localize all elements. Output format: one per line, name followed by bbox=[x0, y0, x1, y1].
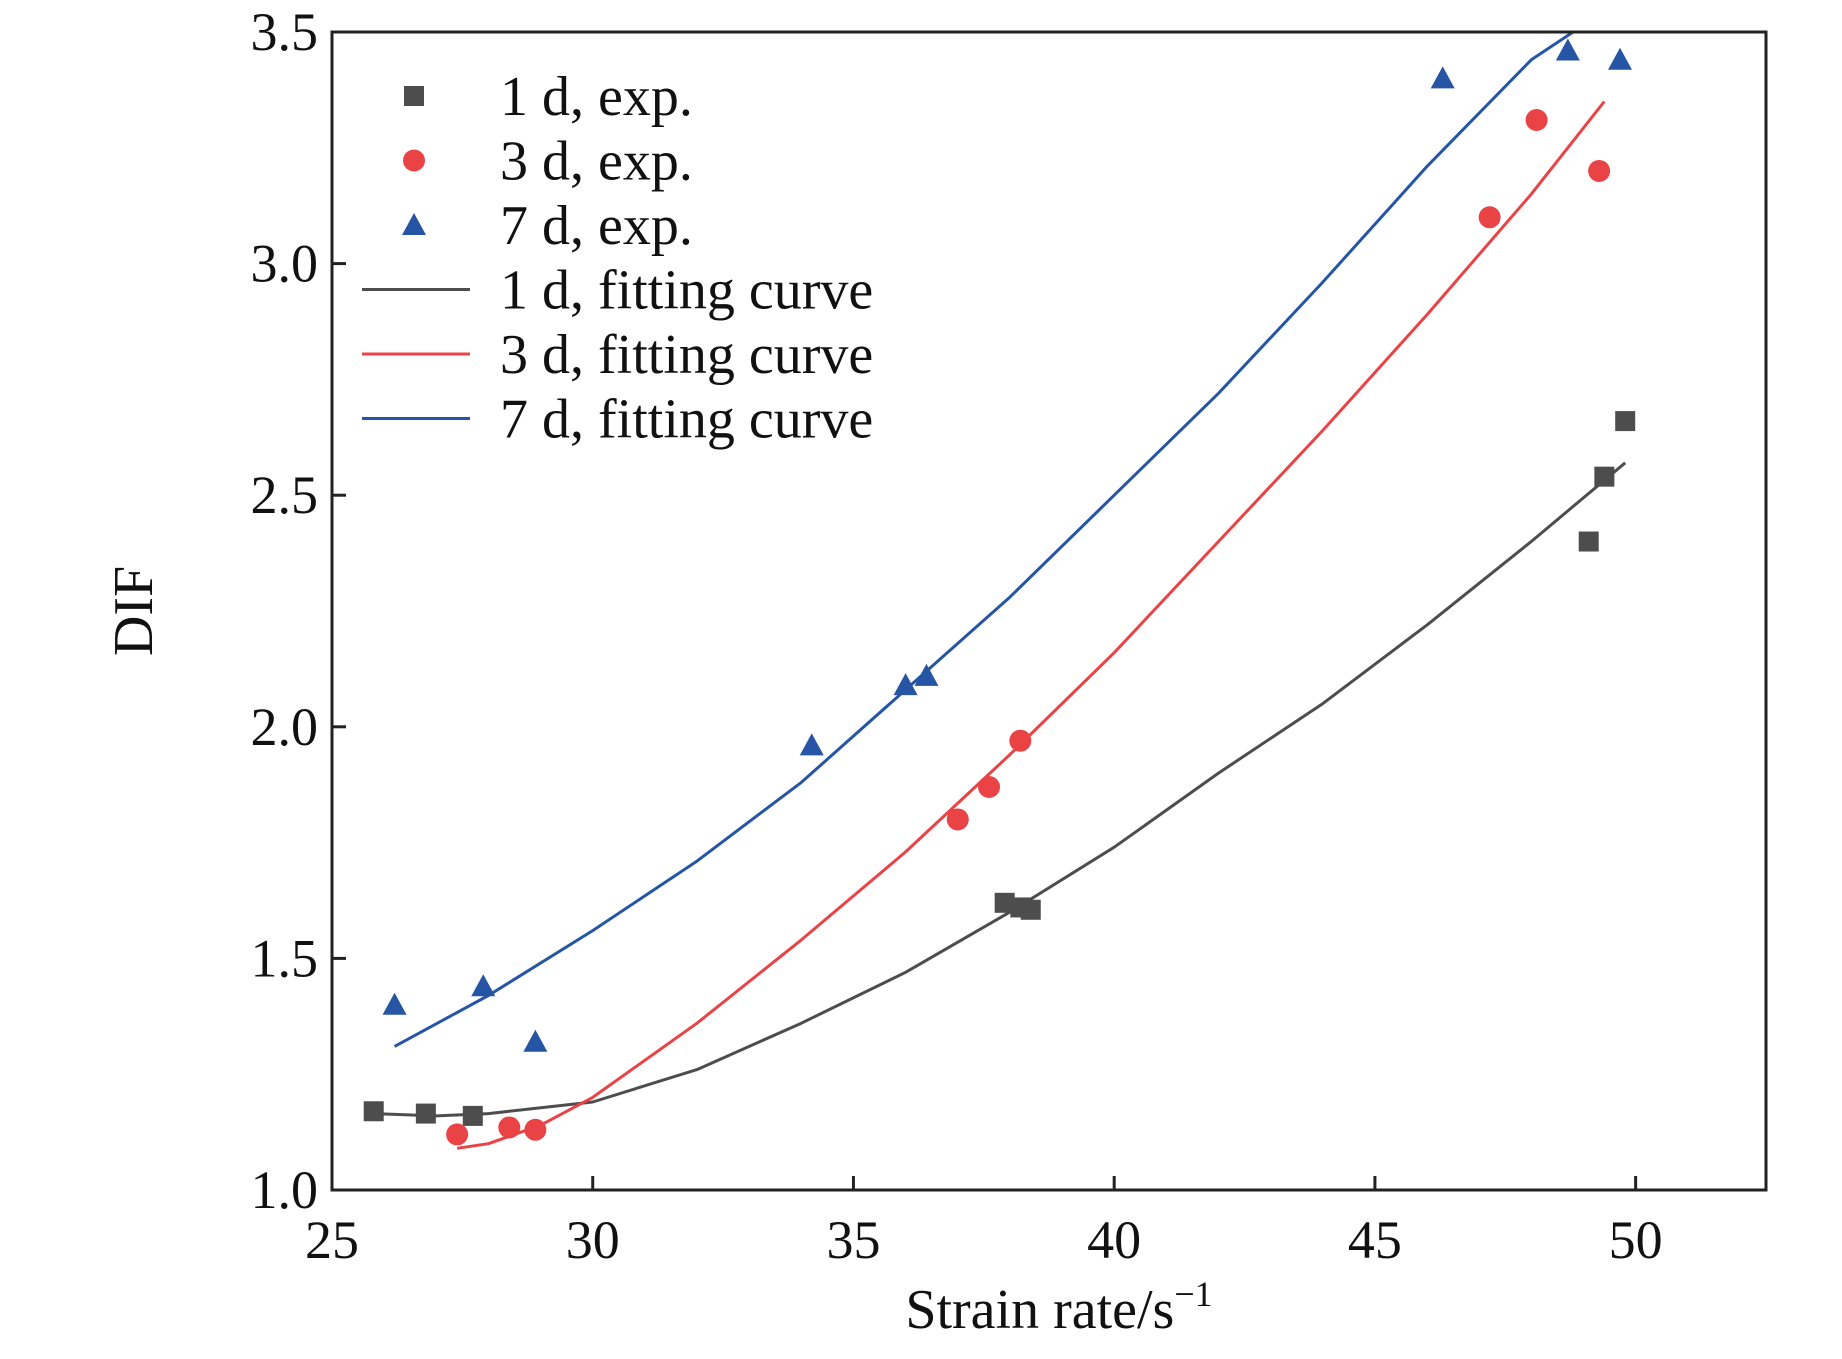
3-d-exp-point bbox=[1478, 206, 1501, 229]
3-d-exp-point bbox=[1009, 729, 1032, 752]
legend-item-1-d-exp: 1 d, exp. bbox=[404, 66, 693, 128]
y-tick-label: 2.5 bbox=[251, 465, 319, 525]
x-axis-title: Strain rate/s−1 bbox=[905, 1274, 1212, 1341]
legend-item-7-d-exp: 7 d, exp. bbox=[402, 195, 693, 257]
1-d-exp-point bbox=[415, 1103, 436, 1124]
legend-label: 3 d, fitting curve bbox=[500, 324, 873, 386]
y-tick-label: 3.0 bbox=[251, 234, 319, 294]
3-d-fitting-curve-line bbox=[456, 100, 1606, 1150]
3-d-exp-point bbox=[1588, 159, 1611, 182]
1-d-exp-series bbox=[363, 411, 1636, 1126]
1-d-exp-point bbox=[1020, 899, 1041, 920]
plot-area bbox=[363, 32, 1636, 1150]
1-d-exp-point bbox=[363, 1101, 384, 1122]
7-d-exp-point bbox=[471, 974, 496, 997]
y-axis-title: DIF bbox=[103, 566, 165, 656]
7-d-exp-point bbox=[799, 733, 824, 756]
x-axis: 25 30 35 40 45 50 bbox=[305, 1176, 1663, 1270]
1-d-exp-point bbox=[994, 892, 1015, 913]
x-axis-title-text: Strain rate/s bbox=[905, 1279, 1174, 1341]
y-axis: 1.0 1.5 2.0 2.5 3.0 3.5 bbox=[251, 2, 346, 1220]
3-d-exp-point bbox=[446, 1123, 469, 1146]
7-d-exp-point bbox=[1607, 47, 1632, 70]
3-d-exp-point bbox=[978, 776, 1001, 799]
legend-label: 1 d, fitting curve bbox=[500, 260, 873, 322]
y-tick-label: 1.5 bbox=[251, 928, 319, 988]
1-d-fitting-curve-line bbox=[373, 461, 1627, 1118]
x-tick-label: 30 bbox=[566, 1210, 620, 1270]
legend-item-7-d-fitting-curve: 7 d, fitting curve bbox=[362, 389, 873, 451]
legend-symbol-circle bbox=[403, 149, 425, 172]
legend-item-3-d-fitting-curve: 3 d, fitting curve bbox=[362, 324, 873, 386]
legend-item-1-d-fitting-curve: 1 d, fitting curve bbox=[362, 260, 873, 322]
y-tick-label: 2.0 bbox=[251, 697, 319, 757]
legend-symbol-triangle bbox=[402, 213, 426, 235]
3-d-exp-point bbox=[524, 1118, 547, 1141]
3-d-exp-series bbox=[446, 109, 1611, 1146]
3-d-exp-point bbox=[498, 1116, 521, 1139]
y-tick-label: 3.5 bbox=[251, 2, 319, 62]
x-tick-label: 25 bbox=[305, 1210, 359, 1270]
y-tick-label: 1.0 bbox=[251, 1160, 319, 1220]
7-d-fitting-curve-line bbox=[393, 32, 1574, 1048]
legend-label: 7 d, fitting curve bbox=[500, 389, 873, 451]
1-d-exp-point bbox=[1615, 411, 1636, 432]
x-tick-label: 45 bbox=[1348, 1210, 1402, 1270]
7-d-exp-point bbox=[893, 673, 918, 696]
1-d-exp-point bbox=[1594, 466, 1615, 487]
7-d-exp-point bbox=[523, 1029, 548, 1052]
x-tick-label: 35 bbox=[826, 1210, 880, 1270]
7-d-exp-series bbox=[382, 38, 1632, 1052]
3-d-exp-point bbox=[1525, 109, 1548, 132]
legend-item-3-d-exp: 3 d, exp. bbox=[403, 131, 693, 193]
3-d-exp-point bbox=[946, 808, 969, 831]
legend-symbol-square bbox=[404, 86, 424, 106]
7-d-exp-point bbox=[1430, 66, 1455, 89]
7-d-exp-point bbox=[914, 663, 939, 686]
1-d-exp-point bbox=[462, 1105, 483, 1126]
x-axis-title-superscript: −1 bbox=[1174, 1274, 1212, 1314]
7-d-exp-point bbox=[1555, 38, 1580, 61]
x-tick-label: 40 bbox=[1087, 1210, 1141, 1270]
legend-label: 7 d, exp. bbox=[500, 195, 693, 257]
legend-label: 3 d, exp. bbox=[500, 131, 693, 193]
7-d-exp-point bbox=[382, 992, 407, 1015]
1-d-exp-point bbox=[1578, 531, 1599, 552]
legend: 1 d, exp.3 d, exp.7 d, exp.1 d, fitting … bbox=[362, 66, 873, 451]
x-tick-label: 50 bbox=[1609, 1210, 1663, 1270]
plot-frame bbox=[330, 30, 1768, 1192]
legend-label: 1 d, exp. bbox=[500, 66, 693, 128]
